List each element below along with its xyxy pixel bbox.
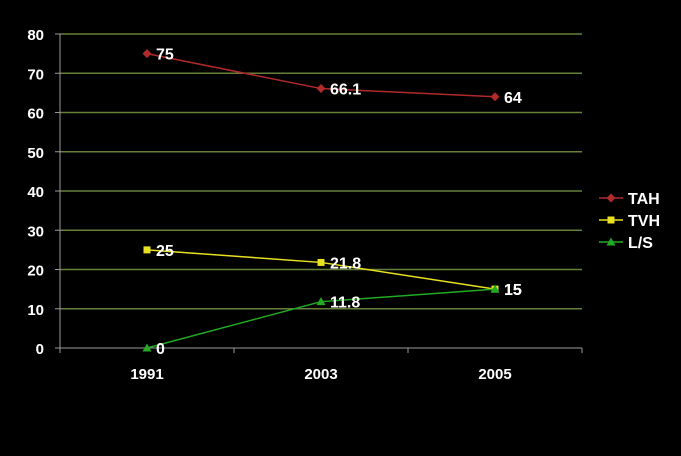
legend-label: TAH bbox=[628, 191, 660, 208]
legend-label: L/S bbox=[628, 235, 653, 252]
data-label: 15 bbox=[504, 282, 522, 299]
y-tick-label: 20 bbox=[27, 263, 44, 280]
y-tick-label: 80 bbox=[27, 27, 44, 44]
data-label: 64 bbox=[504, 90, 522, 107]
y-tick-label: 70 bbox=[27, 66, 44, 83]
legend-marker bbox=[606, 193, 616, 203]
legend-marker bbox=[607, 216, 615, 224]
y-tick-label: 50 bbox=[27, 145, 44, 162]
legend-marker bbox=[606, 237, 616, 246]
y-tick-label: 10 bbox=[27, 302, 44, 319]
x-tick-label: 1991 bbox=[130, 366, 163, 383]
data-point bbox=[490, 92, 500, 102]
data-point bbox=[142, 49, 152, 59]
data-label: 25 bbox=[156, 243, 174, 260]
data-label: 66.1 bbox=[330, 82, 361, 99]
y-tick-label: 60 bbox=[27, 106, 44, 123]
y-tick-label: 40 bbox=[27, 184, 44, 201]
data-label: 11.8 bbox=[330, 295, 360, 312]
legend-label: TVH bbox=[628, 213, 660, 230]
x-tick-label: 2003 bbox=[304, 366, 337, 383]
data-point bbox=[317, 258, 325, 266]
data-label: 15 bbox=[504, 282, 522, 299]
data-point bbox=[143, 246, 151, 254]
data-label: 75 bbox=[156, 47, 174, 64]
data-point bbox=[316, 297, 326, 306]
y-tick-label: 30 bbox=[27, 223, 44, 240]
x-tick-label: 2005 bbox=[478, 366, 511, 383]
data-point bbox=[490, 284, 500, 293]
data-point bbox=[142, 343, 152, 352]
y-tick-label: 0 bbox=[36, 341, 44, 358]
data-label: 0 bbox=[156, 341, 165, 358]
data-label: 21.8 bbox=[330, 255, 361, 272]
data-point bbox=[316, 84, 326, 94]
